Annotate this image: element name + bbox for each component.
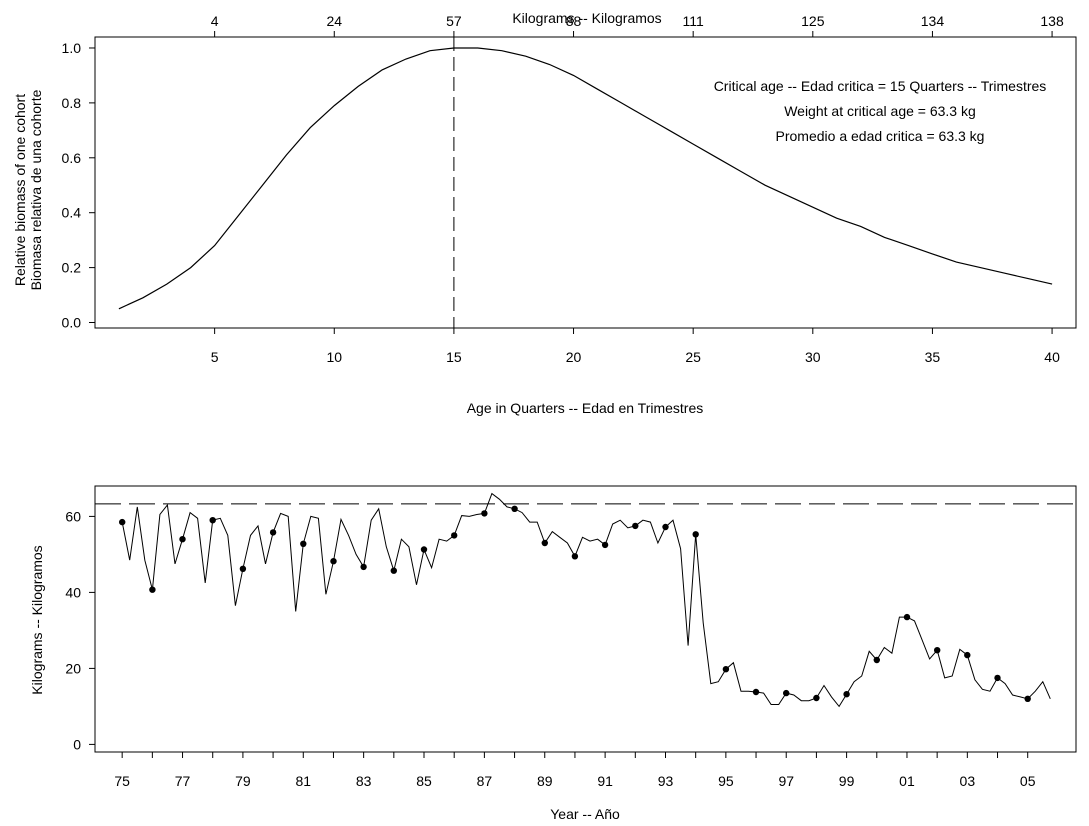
x-tick-label: 40 xyxy=(1044,349,1060,365)
kg-tick-label: 60 xyxy=(65,508,81,524)
year-tick-label: 81 xyxy=(295,773,311,789)
year-tick-label: 89 xyxy=(537,773,553,789)
annual-point xyxy=(390,567,397,574)
y-tick-label: 0.4 xyxy=(62,205,82,221)
quarterly-weight-line xyxy=(121,492,1051,708)
kg-axis-title: Kilograms -- Kilogramos xyxy=(29,545,45,694)
kg-tick-label: 0 xyxy=(73,736,81,752)
annual-point xyxy=(843,691,850,698)
annual-point xyxy=(481,510,488,517)
x-axis-title: Age in Quarters -- Edad en Trimestres xyxy=(467,400,704,416)
top-tick-label: 4 xyxy=(211,13,219,29)
annual-point xyxy=(632,522,639,530)
annual-point xyxy=(964,651,971,659)
y-tick-label: 1.0 xyxy=(62,40,82,56)
annual-point xyxy=(722,666,730,673)
x-tick-label: 35 xyxy=(925,349,941,365)
top-tick-label: 88 xyxy=(566,13,582,29)
x-tick-label: 20 xyxy=(566,349,582,365)
annual-point xyxy=(601,541,609,549)
year-tick-label: 83 xyxy=(356,773,372,789)
x-tick-label: 30 xyxy=(805,349,821,365)
annual-point xyxy=(269,529,277,536)
annual-point xyxy=(360,563,367,571)
annual-point xyxy=(813,694,820,702)
y-tick-label: 0.2 xyxy=(62,260,82,276)
annual-point xyxy=(149,586,156,593)
annual-point xyxy=(994,674,1001,682)
year-tick-label: 01 xyxy=(899,773,915,789)
bottom-chart-marks: 75 77 79 81 83 85 87 89 91 93 95 97 99 01 03 05 0 20 40 60 xyxy=(65,492,1076,789)
x-tick-label: 10 xyxy=(326,349,342,365)
annual-point xyxy=(752,688,760,696)
year-tick-label: 87 xyxy=(477,773,493,789)
y-tick-label: 0.6 xyxy=(62,150,82,166)
annual-point xyxy=(692,531,699,538)
kg-tick-label: 40 xyxy=(65,584,81,600)
year-axis-title: Year -- Año xyxy=(550,806,620,822)
annual-point xyxy=(783,689,790,697)
year-tick-label: 05 xyxy=(1020,773,1036,789)
top-tick-label: 125 xyxy=(801,13,825,29)
top-axis-title: Kilograms -- Kilogramos xyxy=(512,10,661,26)
top-tick-label: 57 xyxy=(446,13,462,29)
annual-point xyxy=(541,539,548,547)
y-tick-label: 0.0 xyxy=(62,315,82,331)
top-tick-label: 138 xyxy=(1040,13,1064,29)
x-tick-label: 25 xyxy=(685,349,701,365)
annual-point xyxy=(662,523,669,531)
top-tick-label: 111 xyxy=(683,13,704,29)
annotation-weight: Weight at critical age = 63.3 kg xyxy=(784,103,976,119)
year-tick-label: 03 xyxy=(960,773,976,789)
bottom-plot-frame xyxy=(94,485,1077,753)
annual-point xyxy=(934,647,941,654)
annual-point xyxy=(1024,695,1031,702)
annotation-promedio: Promedio a edad critica = 63.3 kg xyxy=(776,128,985,144)
annual-point xyxy=(873,656,880,664)
annual-point xyxy=(420,546,428,553)
year-tick-label: 91 xyxy=(597,773,613,789)
year-tick-label: 77 xyxy=(175,773,191,789)
annotation-critical-age: Critical age -- Edad critica = 15 Quarte… xyxy=(714,78,1047,94)
year-tick-label: 75 xyxy=(114,773,130,789)
annual-point xyxy=(179,536,186,543)
bottom-chart: Year -- Año Kilograms -- Kilogramos 75 77… xyxy=(29,485,1077,822)
y-tick-label: 0.8 xyxy=(62,95,82,111)
annual-point xyxy=(451,532,458,539)
y-axis-title-line2: Biomasa relativa de una cohorte xyxy=(28,89,44,290)
y-axis-title-line1: Relative biomass of one cohort xyxy=(12,94,28,286)
year-tick-label: 99 xyxy=(839,773,855,789)
top-chart: Kilograms -- Kilogramos Age in Quarters … xyxy=(12,10,1077,416)
top-tick-label: 24 xyxy=(326,13,342,29)
annual-point xyxy=(511,505,518,512)
x-tick-label: 15 xyxy=(446,349,462,365)
top-chart-marks: 5 10 15 20 25 30 35 40 4 24 57 88 111 125 134 138 0.0 0.2… xyxy=(62,13,1064,365)
annual-point xyxy=(119,518,126,526)
biomass-curve xyxy=(118,47,1053,310)
annual-point xyxy=(300,540,307,547)
annual-point xyxy=(209,517,216,524)
top-tick-label: 134 xyxy=(921,13,945,29)
top-plot-frame xyxy=(94,36,1077,329)
year-tick-label: 85 xyxy=(416,773,432,789)
annual-point xyxy=(571,553,579,560)
annual-point xyxy=(330,558,337,565)
year-tick-label: 79 xyxy=(235,773,251,789)
x-tick-label: 5 xyxy=(211,349,219,365)
year-tick-label: 97 xyxy=(778,773,794,789)
annual-point xyxy=(903,613,911,621)
annual-point xyxy=(239,565,247,572)
year-tick-label: 93 xyxy=(658,773,674,789)
year-tick-label: 95 xyxy=(718,773,734,789)
kg-tick-label: 20 xyxy=(65,660,81,676)
